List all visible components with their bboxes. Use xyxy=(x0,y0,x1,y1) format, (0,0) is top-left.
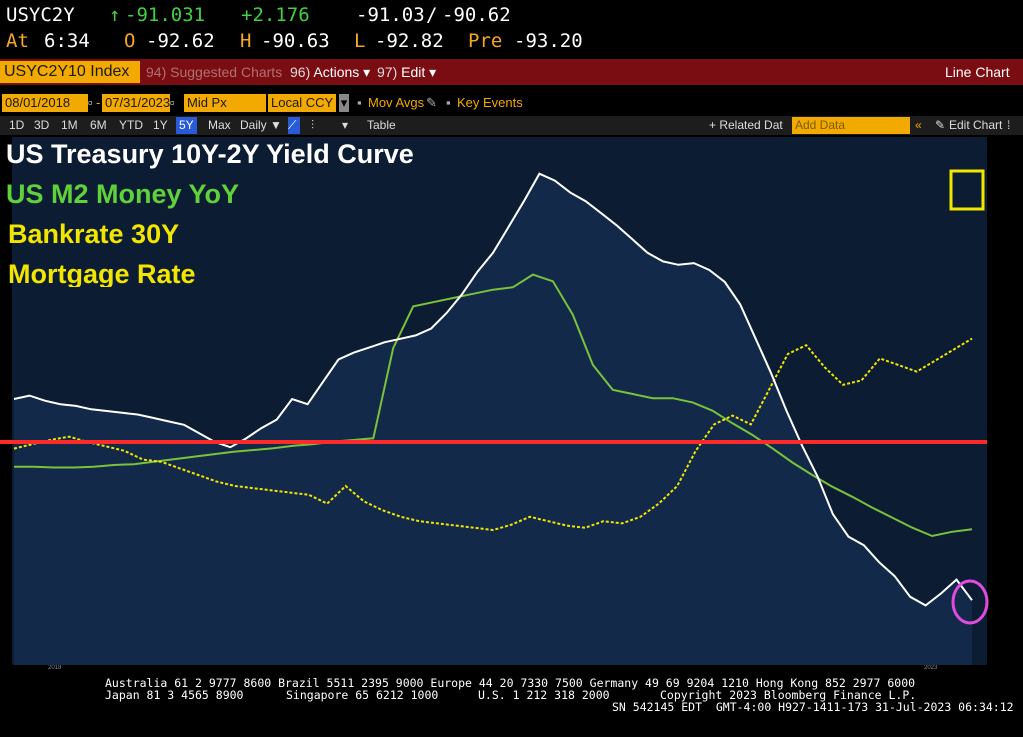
yield-curve-line xyxy=(13,172,973,607)
candlestick-icon[interactable]: ⫶ xyxy=(311,118,315,132)
quote-line-1: USYC2Y ↑ -91.031 +2.176 -91.03 / -90.62 xyxy=(0,2,1023,28)
suggested-charts-button[interactable]: 94) Suggested Charts xyxy=(146,64,283,80)
legend-mortgage-line-1: Bankrate 30Y xyxy=(8,219,180,249)
security-field[interactable]: USYC2Y10 Index xyxy=(0,61,140,83)
open-label: O xyxy=(124,30,136,52)
chevron-down-icon[interactable]: ▾ xyxy=(342,118,349,132)
key-events-toggle[interactable]: Key Events xyxy=(457,95,523,110)
low-label: L xyxy=(354,30,366,52)
legend-mortgage-line-2: Mortgage Rate xyxy=(8,259,196,287)
high-label: H xyxy=(240,30,252,52)
currency-select[interactable]: Local CCY xyxy=(268,94,336,112)
legend-m2-money: US M2 Money YoY xyxy=(6,179,240,209)
line-chart-icon[interactable]: ⟋ xyxy=(288,117,300,134)
net-change: +2.176 xyxy=(241,4,310,26)
bid-price: -91.03 xyxy=(356,4,425,26)
date-dash: - xyxy=(96,95,101,110)
last-price: -91.031 xyxy=(125,4,206,26)
ticker-label: USYC2Y xyxy=(6,4,75,26)
footer-us: U.S. 1 212 318 2000 xyxy=(478,688,610,702)
period-button-5y[interactable]: 5Y xyxy=(176,117,197,134)
checkbox-icon[interactable]: ▪ xyxy=(446,95,451,110)
up-arrow-icon: ↑ xyxy=(109,4,121,26)
chart-svg: SepDecMarJunSepDecMarJunSepDecMarJunSepD… xyxy=(0,137,989,671)
period-button-1y[interactable]: 1Y xyxy=(153,118,168,132)
period-button-1m[interactable]: 1M xyxy=(61,118,78,132)
footer-session-info: SN 542145 EDT GMT-4:00 H927-1411-173 31-… xyxy=(612,700,1014,714)
price-field-select[interactable]: Mid Px xyxy=(184,94,266,112)
at-label: At xyxy=(6,30,29,52)
footer-copyright: Copyright 2023 Bloomberg Finance L.P. xyxy=(660,688,917,702)
highlight-circle xyxy=(951,579,989,625)
checkbox-icon[interactable]: ▪ xyxy=(357,95,362,110)
period-button-1d[interactable]: 1D xyxy=(9,118,25,132)
chevron-down-icon[interactable]: ▾ xyxy=(339,94,349,112)
footer-japan: Japan 81 3 4565 8900 xyxy=(105,688,244,702)
mortgage-rate-line xyxy=(13,337,973,532)
chart-area[interactable]: SepDecMarJunSepDecMarJunSepDecMarJunSepD… xyxy=(0,137,1023,677)
period-button-ytd[interactable]: YTD xyxy=(119,118,143,132)
footer: Australia 61 2 9777 8600 Brazil 5511 239… xyxy=(0,676,1023,737)
yield-curve-area xyxy=(14,173,972,665)
footer-contacts-line-1: Australia 61 2 9777 8600 Brazil 5511 239… xyxy=(105,676,916,690)
command-bar: USYC2Y10 Index 94) Suggested Charts 96) … xyxy=(0,59,1023,85)
quote-time: 6:34 xyxy=(44,30,90,52)
footer-singapore: Singapore 65 6212 1000 xyxy=(286,688,439,702)
low-value: -92.82 xyxy=(375,30,444,52)
chart-type-label: Line Chart xyxy=(945,64,1010,80)
pre-label: Pre xyxy=(468,30,503,52)
chevron-left-icon[interactable]: « xyxy=(915,118,922,132)
edit-menu-button[interactable]: 97) Edit ▾ xyxy=(377,62,436,82)
chart-settings-row: 08/01/2018 ▫ - 07/31/2023 ▫ Mid Px Local… xyxy=(0,93,1023,113)
chevron-down-icon: ▾ xyxy=(363,64,371,80)
edit-number: 97) xyxy=(377,64,398,80)
add-data-input[interactable]: Add Data xyxy=(792,117,910,134)
period-button-6m[interactable]: 6M xyxy=(90,118,107,132)
pencil-icon[interactable]: ✎ xyxy=(426,95,437,110)
mov-avgs-toggle[interactable]: Mov Avgs xyxy=(368,95,425,110)
legend-yield-curve: US Treasury 10Y-2Y Yield Curve xyxy=(6,139,414,169)
calendar-icon[interactable]: ▫ xyxy=(88,95,93,110)
pencil-icon[interactable]: ✎ xyxy=(935,118,946,132)
x-year-label: 2023 xyxy=(924,665,938,671)
bid-ask-separator: / xyxy=(426,4,438,26)
high-value: -90.63 xyxy=(261,30,330,52)
quote-line-2: At 6:34 O -92.62 H -90.63 L -92.82 Pre -… xyxy=(0,29,1023,54)
ask-price: -90.62 xyxy=(442,4,511,26)
more-options-icon[interactable]: ⁞ xyxy=(1007,118,1011,132)
pre-value: -93.20 xyxy=(514,30,583,52)
frequency-select[interactable]: Daily ▼ xyxy=(240,118,282,132)
m2-money-line xyxy=(14,273,973,538)
chevron-down-icon: ▾ xyxy=(429,64,437,80)
related-data-button[interactable]: + Related Dat xyxy=(709,118,783,132)
period-button-max[interactable]: Max xyxy=(208,118,231,132)
actions-menu-button[interactable]: 96) Actions ▾ xyxy=(290,62,370,82)
edit-label: Edit xyxy=(401,64,426,80)
table-button[interactable]: Table xyxy=(367,118,396,132)
period-button-3d[interactable]: 3D xyxy=(34,118,50,132)
open-value: -92.62 xyxy=(146,30,215,52)
period-toolbar: 1D 3D 1M 6M YTD 1Y 5Y Max Daily ▼ ⟋ ⫶ ▾ … xyxy=(0,116,1023,135)
highlight-box xyxy=(949,169,985,211)
actions-label: Actions xyxy=(313,64,360,80)
calendar-icon[interactable]: ▫ xyxy=(170,95,175,110)
x-year-label: 2018 xyxy=(48,665,62,671)
start-date-field[interactable]: 08/01/2018 xyxy=(2,94,88,112)
end-date-field[interactable]: 07/31/2023 xyxy=(102,94,170,112)
edit-chart-button[interactable]: Edit Chart xyxy=(949,118,1003,132)
actions-number: 96) xyxy=(290,64,311,80)
